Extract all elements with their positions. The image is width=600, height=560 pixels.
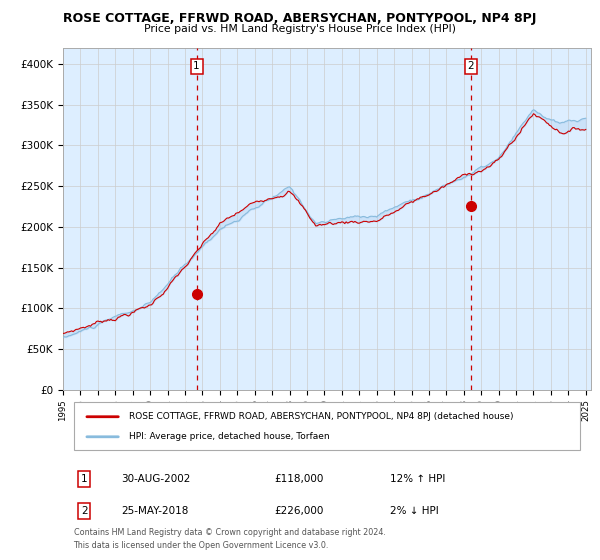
Text: 12% ↑ HPI: 12% ↑ HPI bbox=[391, 474, 446, 484]
Text: ROSE COTTAGE, FFRWD ROAD, ABERSYCHAN, PONTYPOOL, NP4 8PJ (detached house): ROSE COTTAGE, FFRWD ROAD, ABERSYCHAN, PO… bbox=[129, 412, 514, 421]
Text: 2% ↓ HPI: 2% ↓ HPI bbox=[391, 506, 439, 516]
Text: 2: 2 bbox=[467, 62, 474, 72]
Text: 1: 1 bbox=[193, 62, 200, 72]
FancyBboxPatch shape bbox=[74, 403, 580, 450]
Text: HPI: Average price, detached house, Torfaen: HPI: Average price, detached house, Torf… bbox=[129, 432, 329, 441]
Text: 2: 2 bbox=[81, 506, 88, 516]
Text: Price paid vs. HM Land Registry's House Price Index (HPI): Price paid vs. HM Land Registry's House … bbox=[144, 24, 456, 34]
Text: 25-MAY-2018: 25-MAY-2018 bbox=[121, 506, 188, 516]
Text: This data is licensed under the Open Government Licence v3.0.: This data is licensed under the Open Gov… bbox=[74, 541, 329, 550]
Text: ROSE COTTAGE, FFRWD ROAD, ABERSYCHAN, PONTYPOOL, NP4 8PJ: ROSE COTTAGE, FFRWD ROAD, ABERSYCHAN, PO… bbox=[64, 12, 536, 25]
Text: £118,000: £118,000 bbox=[274, 474, 323, 484]
Text: Contains HM Land Registry data © Crown copyright and database right 2024.: Contains HM Land Registry data © Crown c… bbox=[74, 529, 385, 538]
Text: £226,000: £226,000 bbox=[274, 506, 323, 516]
Text: 1: 1 bbox=[81, 474, 88, 484]
Text: 30-AUG-2002: 30-AUG-2002 bbox=[121, 474, 190, 484]
